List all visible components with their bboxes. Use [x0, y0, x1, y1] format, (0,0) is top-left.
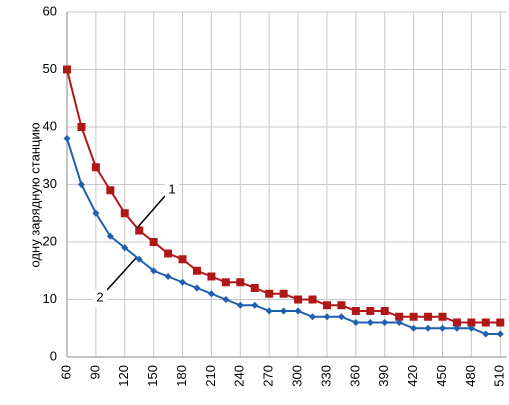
- marker: [178, 255, 187, 264]
- x-tick-label: 60: [58, 365, 73, 379]
- marker: [149, 238, 158, 246]
- marker: [323, 313, 331, 321]
- marker: [77, 181, 85, 188]
- marker: [192, 266, 201, 275]
- marker: [120, 209, 129, 218]
- marker: [294, 307, 302, 315]
- marker: [409, 312, 418, 321]
- marker: [135, 226, 144, 235]
- leader-line: [106, 257, 137, 291]
- marker: [380, 307, 389, 315]
- x-tick-label: 90: [87, 365, 102, 379]
- x-tick-label: 150: [145, 365, 160, 387]
- x-tick-label: 360: [347, 365, 362, 387]
- y-tick-label: 30: [43, 176, 57, 191]
- marker: [207, 272, 216, 281]
- x-tick-label: 450: [434, 365, 449, 387]
- marker: [265, 307, 273, 315]
- x-tick-label: 390: [376, 365, 391, 387]
- marker: [438, 324, 446, 332]
- y-tick-label: 60: [43, 3, 57, 18]
- marker: [150, 267, 158, 275]
- marker: [424, 324, 432, 332]
- marker: [481, 318, 490, 327]
- y-tick-label: 50: [43, 61, 57, 76]
- marker: [221, 278, 230, 287]
- marker: [63, 65, 71, 74]
- x-tick-label: 420: [405, 365, 420, 387]
- marker: [135, 255, 143, 263]
- y-tick-label: 40: [43, 118, 57, 133]
- x-tick-label: 240: [232, 365, 247, 387]
- marker: [179, 278, 187, 286]
- marker: [207, 290, 215, 298]
- marker: [279, 289, 288, 298]
- leader-line: [136, 195, 166, 229]
- marker: [121, 244, 129, 252]
- marker: [91, 163, 100, 172]
- y-tick-label: 10: [43, 291, 57, 306]
- marker: [236, 278, 245, 287]
- y-axis-label: одну зарядную станцию: [27, 122, 42, 267]
- marker: [467, 324, 475, 332]
- marker: [309, 313, 317, 321]
- marker: [250, 284, 259, 292]
- marker: [77, 123, 86, 131]
- marker: [337, 313, 345, 321]
- marker: [280, 307, 288, 315]
- label-bg: [93, 289, 107, 307]
- y-tick-label: 0: [50, 348, 57, 363]
- y-tick-label: 20: [43, 233, 57, 248]
- marker: [352, 319, 360, 326]
- marker: [106, 232, 114, 240]
- marker: [222, 296, 230, 303]
- marker: [381, 319, 389, 326]
- series-label: 1: [168, 181, 175, 196]
- marker: [322, 301, 331, 310]
- x-tick-label: 270: [261, 365, 276, 387]
- marker: [193, 284, 201, 292]
- marker: [395, 319, 403, 326]
- marker: [63, 135, 71, 142]
- x-tick-label: 120: [116, 365, 131, 387]
- marker: [164, 273, 172, 280]
- marker: [453, 324, 461, 332]
- series-line: [66, 69, 501, 324]
- marker: [424, 312, 433, 321]
- marker: [366, 319, 374, 326]
- marker: [265, 289, 274, 298]
- marker: [452, 318, 461, 327]
- marker: [467, 318, 476, 327]
- marker: [351, 307, 360, 315]
- series-label: 2: [96, 289, 103, 304]
- marker: [410, 324, 418, 332]
- marker: [496, 318, 505, 327]
- marker: [251, 301, 259, 309]
- x-tick-label: 300: [290, 365, 305, 387]
- marker: [308, 295, 317, 304]
- marker: [395, 312, 404, 321]
- marker: [106, 186, 115, 195]
- marker: [366, 307, 375, 315]
- marker: [337, 301, 346, 310]
- x-tick-label: 510: [492, 365, 507, 387]
- marker: [482, 330, 490, 338]
- marker: [294, 295, 303, 304]
- marker: [438, 312, 447, 321]
- marker: [164, 249, 173, 258]
- series-line: [66, 138, 501, 335]
- marker: [236, 301, 244, 309]
- marker: [496, 330, 504, 338]
- marker: [92, 209, 100, 217]
- x-tick-label: 210: [203, 365, 218, 387]
- x-tick-label: 480: [463, 365, 478, 387]
- label-bg: [165, 181, 179, 199]
- x-tick-label: 180: [174, 365, 189, 387]
- x-tick-label: 330: [318, 365, 333, 387]
